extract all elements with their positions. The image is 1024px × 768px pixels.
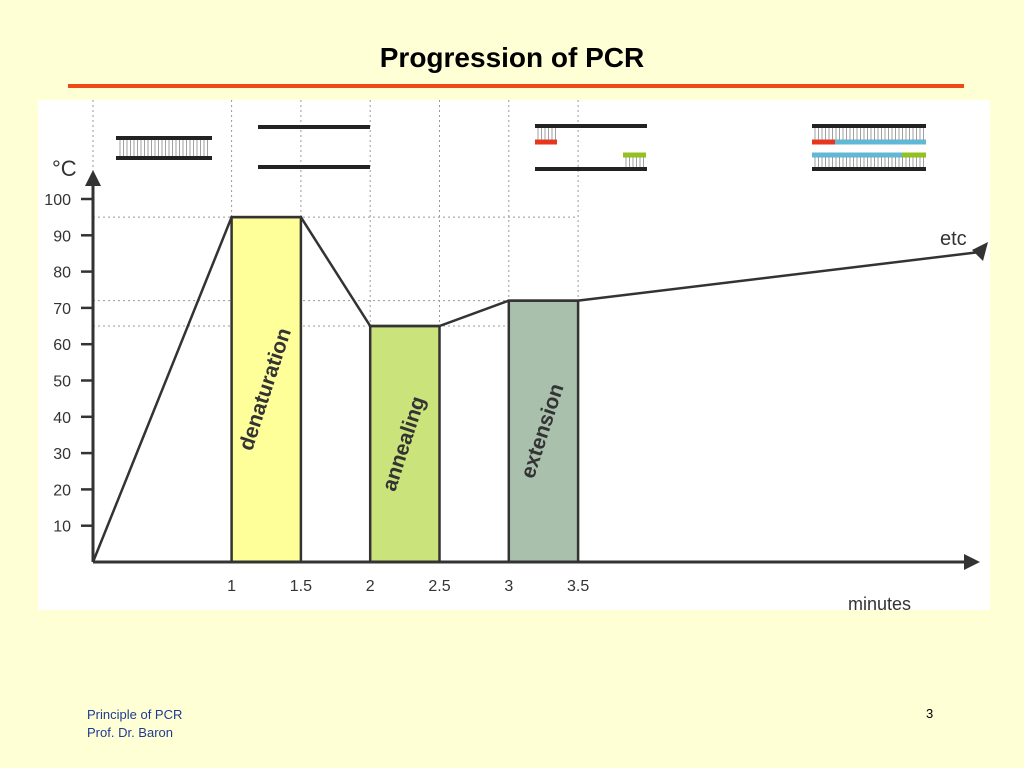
x-tick-label: 1 [227,578,236,595]
x-tick-label: 3.5 [567,578,589,595]
gridlines [92,100,579,562]
title-divider [68,84,964,88]
y-tick-label: 40 [53,410,71,427]
continuation-label: etc [940,228,967,250]
tick-labels: 10 20 30 40 50 60 70 80 90 100 1 1.5 2 2.5 3 3.5 [44,192,589,595]
x-tick-label: 3 [504,578,513,595]
phase-box-extension [507,299,580,564]
temperature-profile [91,215,988,563]
y-tick-label: 20 [53,482,71,499]
y-axis-arrow [85,170,101,186]
page-number: 3 [926,706,934,721]
temperature-line [91,215,579,563]
x-axis-label: minutes [848,594,911,610]
continuation-line [577,250,981,302]
phase-box-denaturation [230,215,303,564]
y-tick-label: 50 [53,374,71,391]
y-tick-label: 10 [53,519,71,536]
y-axis-label: °C [52,156,77,181]
x-tick-label: 2 [366,578,375,595]
y-tick-label: 90 [53,228,71,245]
x-axis-arrow [964,554,980,570]
continuation-arrowhead [972,242,988,261]
footer-author: Prof. Dr. Baron [87,725,173,740]
slide-title: Progression of PCR [379,42,645,73]
y-tick-label: 100 [44,192,71,209]
x-tick-label: 2.5 [428,578,450,595]
y-tick-label: 80 [53,265,71,282]
y-tick-label: 60 [53,337,71,354]
footer-credits: Principle of PCR Prof. Dr. Baron [87,706,182,742]
axes: °C minutes [52,156,980,610]
pcr-temperature-chart: °C minutes 10 20 30 40 50 60 70 80 90 100 1 1.5 2 2.5… [44,100,988,610]
pcr-chart-panel: °C minutes 10 20 30 40 50 60 70 80 90 100 1 1.5 2 2.5… [38,100,990,610]
footer-course-title: Principle of PCR [87,707,183,722]
phase-boxes [230,215,580,564]
y-tick-label: 70 [53,301,71,318]
x-tick-label: 1.5 [290,578,312,595]
dna-diagrams [116,124,926,171]
y-tick-label: 30 [53,446,71,463]
